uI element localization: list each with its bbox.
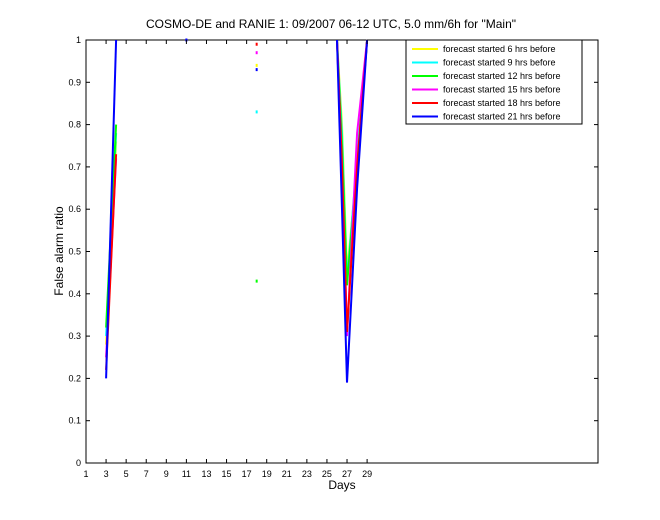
y-tick-label: 1: [76, 35, 81, 45]
x-tick-label: 27: [342, 469, 352, 479]
y-tick-label: 0.8: [68, 120, 81, 130]
x-tick-label: 5: [124, 469, 129, 479]
y-tick-label: 0: [76, 458, 81, 468]
chart-title: COSMO-DE and RANIE 1: 09/2007 06-12 UTC,…: [146, 17, 516, 31]
legend-entry-label: forecast started 9 hrs before: [443, 58, 556, 68]
legend-box: [405, 39, 583, 125]
x-tick-label: 11: [182, 469, 191, 479]
x-tick-label: 21: [282, 469, 292, 479]
legend: forecast started 6 hrs before forecast st…: [405, 39, 583, 125]
x-tick-label: 15: [222, 469, 232, 479]
y-tick-label: 0.7: [68, 162, 81, 172]
series-line: [105, 39, 118, 379]
series-line: [336, 39, 369, 383]
y-tick-label: 0.3: [68, 331, 81, 341]
x-tick-label: 7: [144, 469, 149, 479]
legend-entry-label: forecast started 15 hrs before: [443, 85, 561, 95]
x-tick-label: 29: [362, 469, 372, 479]
x-axis-ticks: 1 3 5 7 9 11 13 15 17 19 21 23 25 27 29: [83, 40, 372, 479]
x-tick-label: 23: [302, 469, 312, 479]
y-axis-ticks: 0 0.1 0.2 0.3 0.4 0.5 0.6 0.7 0.8 0.9 1: [68, 35, 598, 468]
legend-entry-label: forecast started 21 hrs before: [443, 112, 561, 122]
y-tick-label: 0.5: [68, 247, 81, 257]
x-tick-label: 3: [104, 469, 109, 479]
x-axis-label: Days: [328, 478, 355, 492]
x-tick-label: 13: [201, 469, 211, 479]
y-tick-label: 0.4: [68, 289, 81, 299]
x-tick-label: 1: [83, 469, 88, 479]
y-tick-label: 0.2: [68, 373, 81, 383]
legend-entry-label: forecast started 18 hrs before: [443, 98, 561, 108]
y-tick-label: 0.9: [68, 77, 81, 87]
y-tick-label: 0.6: [68, 204, 81, 214]
x-tick-label: 17: [242, 469, 252, 479]
x-tick-label: 9: [164, 469, 169, 479]
y-axis-label: False alarm ratio: [52, 206, 66, 296]
x-tick-label: 19: [262, 469, 272, 479]
legend-entry-label: forecast started 12 hrs before: [443, 71, 561, 81]
y-tick-label: 0.1: [68, 416, 81, 426]
x-tick-label: 25: [322, 469, 332, 479]
legend-entry-label: forecast started 6 hrs before: [443, 44, 556, 54]
